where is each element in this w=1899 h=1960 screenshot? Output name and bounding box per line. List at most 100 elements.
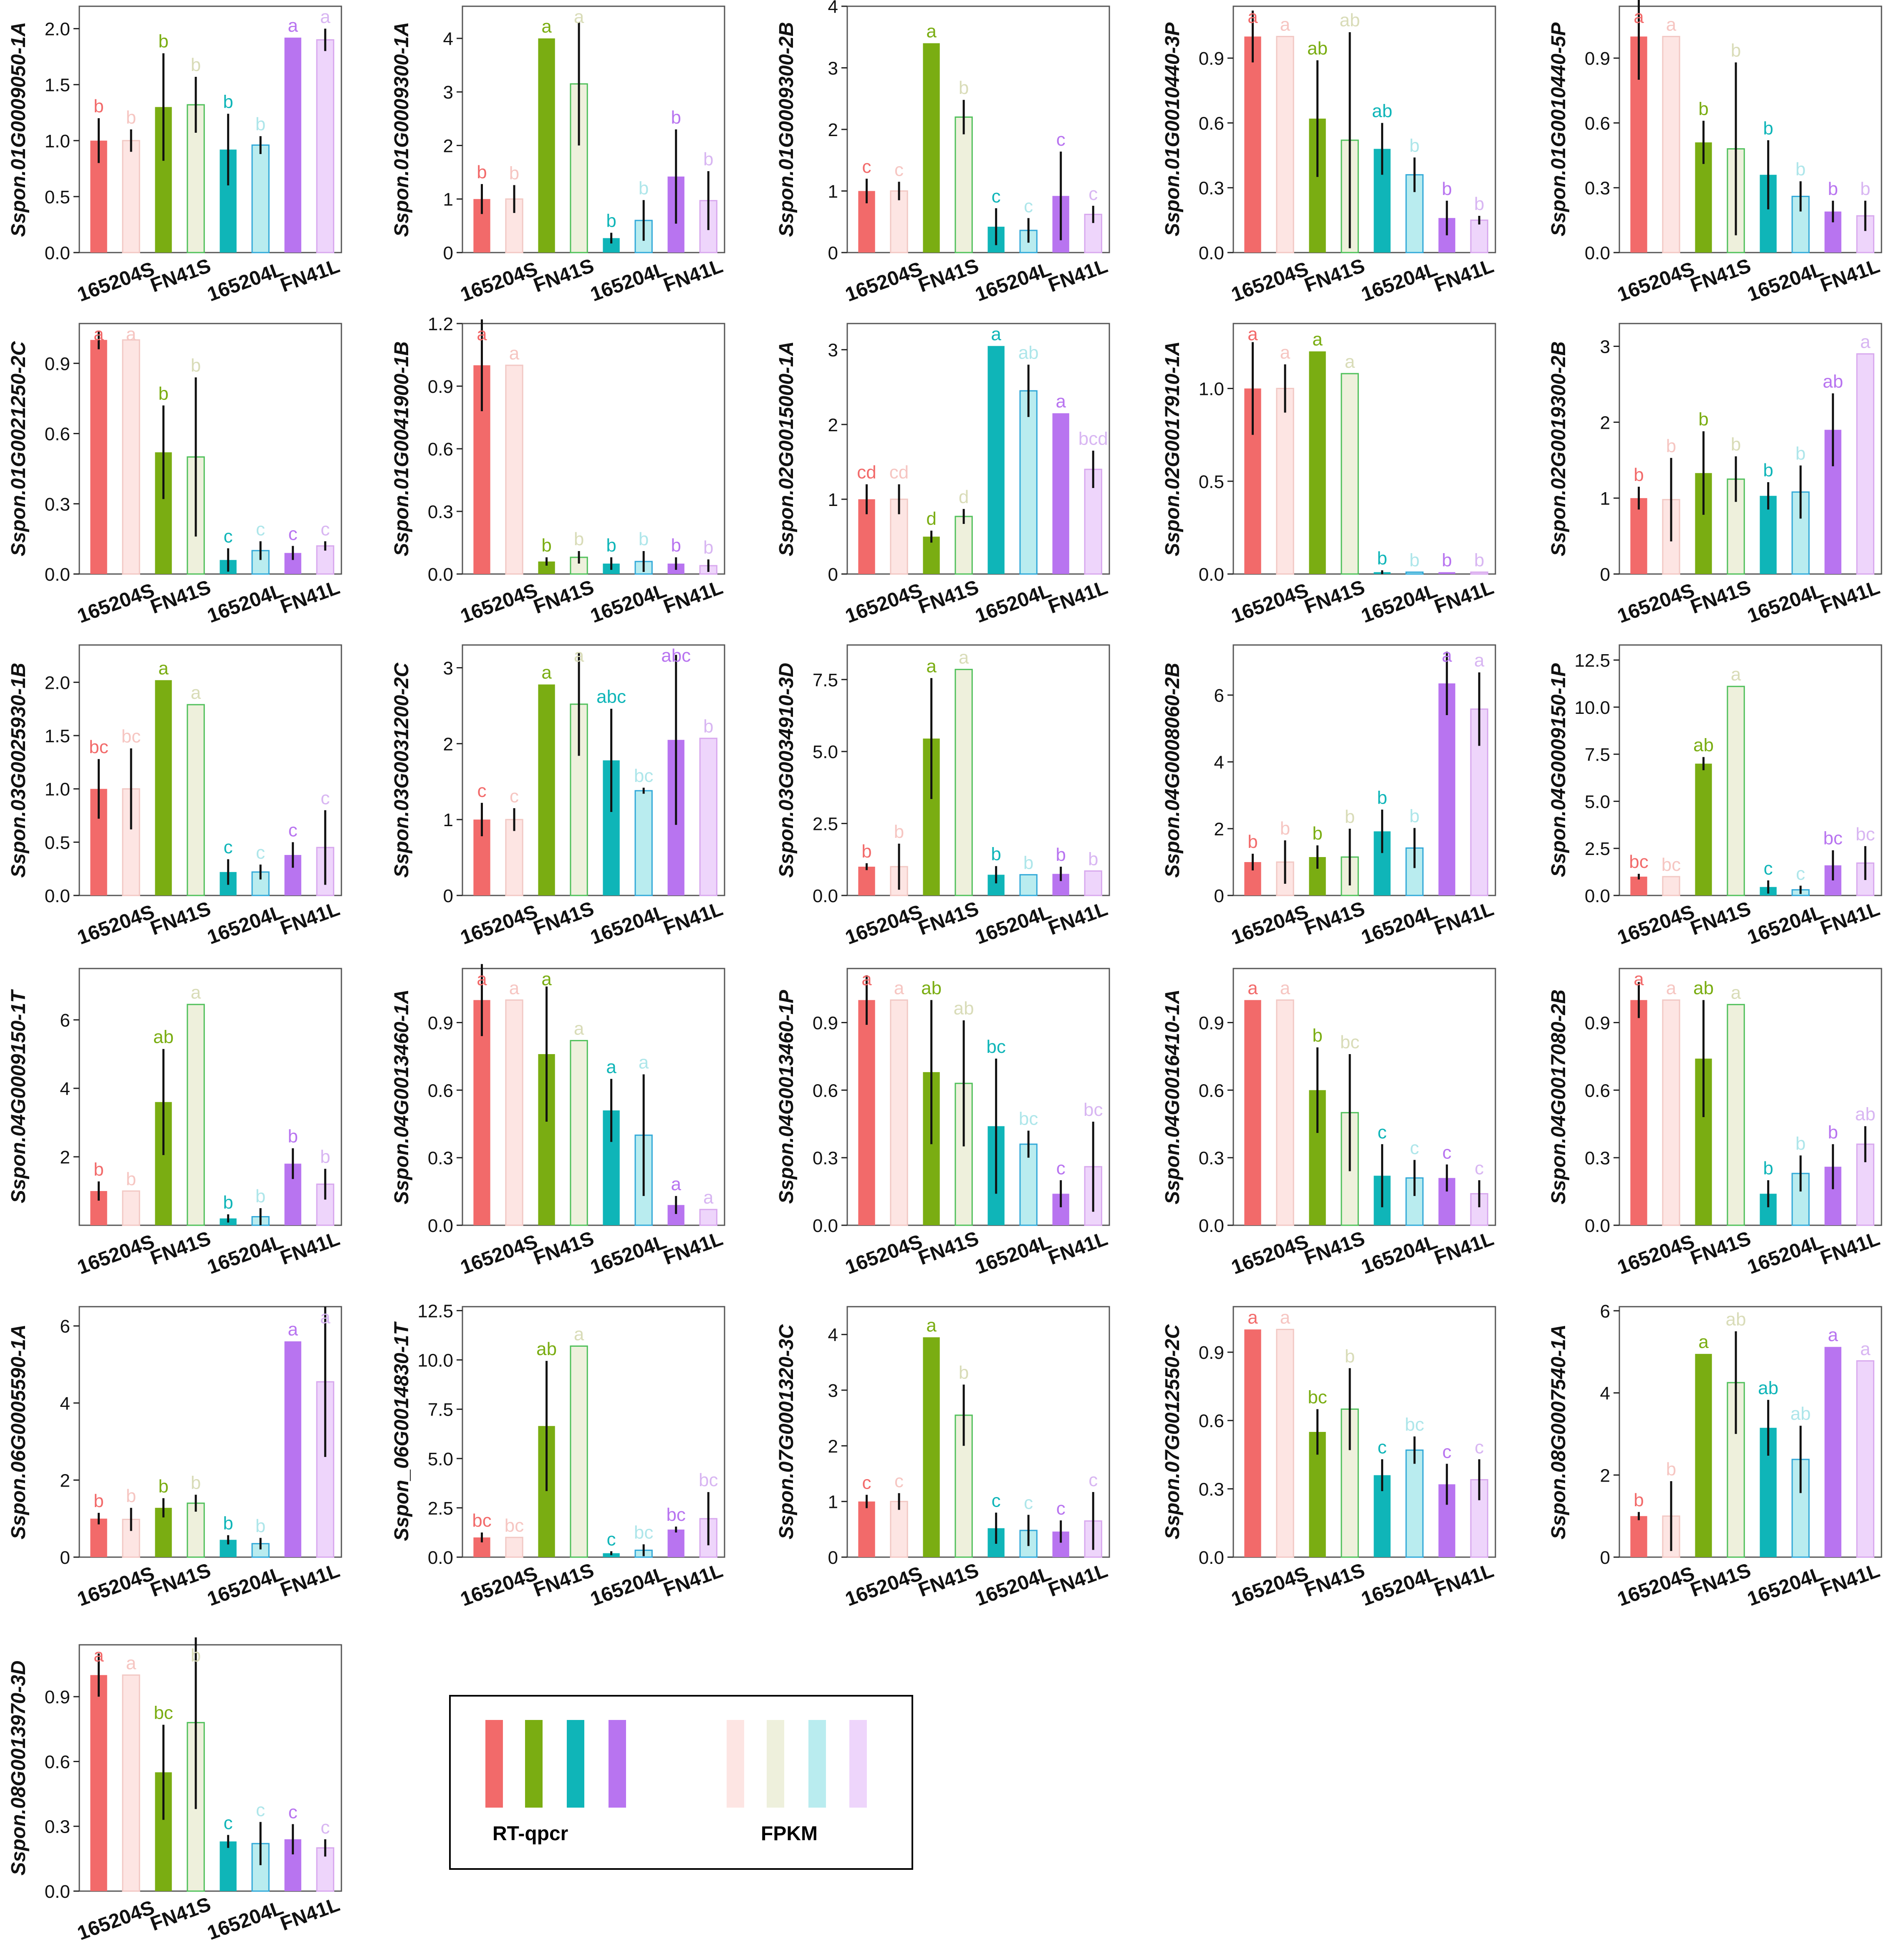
plot-frame [78, 1644, 342, 1892]
y-tick-label: 3 [828, 58, 838, 79]
y-tick-label: 3 [1600, 337, 1610, 357]
y-axis-label: Sspon.04G0009150-1T [8, 989, 30, 1203]
x-tick-label: 165204L [1745, 258, 1826, 306]
y-tick-label: 0 [443, 886, 453, 906]
x-tick-label: 165204S [842, 1231, 925, 1279]
x-tick-label: 165204S [74, 901, 157, 949]
x-tick-label: FN41S [1688, 255, 1754, 297]
y-tick-label: 0.6 [428, 1080, 453, 1101]
significance-letter: ab [1758, 1378, 1778, 1398]
x-tick-label: 165204S [1228, 1563, 1311, 1611]
y-tick-label: 3 [828, 1381, 838, 1401]
bar-fpkm [187, 1502, 205, 1558]
bar-fpkm [1662, 35, 1680, 253]
significance-letter: bc [1629, 852, 1648, 872]
y-tick-label: 0.6 [45, 424, 70, 445]
y-tick-label: 0 [828, 243, 838, 263]
x-tick-label: FN41S [1302, 1227, 1368, 1270]
chart-panel: 0.0 0.3 0.6 0.9 Sspon.01G0021250-2C a a b b c c c c 1… [8, 323, 343, 627]
bar-fpkm [570, 1040, 588, 1226]
significance-letter: c [992, 1490, 1001, 1511]
y-tick-label: 1 [1600, 488, 1610, 509]
plot-frame [462, 323, 725, 575]
x-tick-label: FN41S [1688, 1227, 1754, 1270]
y-axis-label: Sspon.07G0012550-2C [1162, 1324, 1184, 1539]
legend-swatch-qpcr [609, 1720, 626, 1808]
y-tick-label: 2.0 [45, 673, 70, 693]
significance-letter: b [639, 529, 649, 549]
legend-label-fpkm: FPKM [761, 1823, 818, 1845]
significance-letter: c [1024, 196, 1033, 216]
x-tick-label: 165204L [588, 258, 669, 306]
significance-letter: bc [121, 726, 141, 747]
significance-letter: b [1666, 1459, 1676, 1479]
bar-fpkm [1727, 685, 1745, 896]
y-tick-label: 2.5 [1585, 839, 1610, 859]
significance-letter: bc [1405, 1414, 1424, 1435]
significance-letter: a [509, 343, 520, 364]
significance-letter: bc [89, 737, 108, 757]
y-tick-label: 12.5 [417, 1301, 453, 1321]
significance-letter: b [1828, 179, 1838, 199]
x-tick-label: FN41S [531, 1227, 597, 1270]
y-tick-label: 0 [828, 564, 838, 585]
y-axis-label: Sspon.01G0010440-5P [1548, 22, 1570, 236]
x-tick-label: FN41S [1688, 1559, 1754, 1601]
significance-letter: a [158, 658, 169, 678]
bar-fpkm [1470, 219, 1488, 253]
significance-letter: ab [1726, 1309, 1746, 1330]
bar-qpcr [1244, 1329, 1261, 1557]
bar-fpkm [122, 339, 140, 575]
plot-frame [1619, 5, 1882, 253]
significance-letter: b [1828, 1122, 1838, 1143]
significance-letter: ab [1372, 101, 1392, 121]
significance-letter: b [1409, 806, 1419, 826]
y-tick-label: 0.0 [1199, 1548, 1224, 1568]
bar-qpcr [1695, 1354, 1712, 1557]
legend-swatch-fpkm [808, 1720, 826, 1808]
bar-fpkm [122, 140, 140, 253]
y-axis-label: Sspon.01G0021250-2C [8, 341, 30, 556]
significance-letter: a [574, 1019, 584, 1039]
y-tick-label: 0.6 [1199, 113, 1224, 134]
x-tick-label: FN41S [1302, 898, 1368, 940]
significance-letter: bc [986, 1037, 1005, 1057]
y-axis-label: Sspon.04G0013460-1P [775, 989, 798, 1204]
significance-letter: bc [666, 1505, 685, 1525]
y-tick-label: 0.3 [1199, 178, 1224, 199]
y-tick-label: 0.6 [813, 1080, 838, 1101]
bar-qpcr [284, 38, 301, 253]
plot-frame [1232, 644, 1496, 896]
significance-letter: b [158, 1476, 168, 1497]
bar-fpkm [1019, 390, 1038, 575]
significance-letter: b [671, 535, 681, 556]
x-tick-label: FN41L [1432, 1227, 1497, 1269]
x-tick-label: 165204L [1359, 579, 1440, 627]
significance-letter: c [321, 788, 330, 809]
y-tick-label: 0.0 [428, 1548, 453, 1568]
y-tick-label: 10.0 [417, 1351, 453, 1371]
x-tick-label: 165204L [205, 1897, 286, 1945]
significance-letter: b [1056, 845, 1066, 865]
y-tick-label: 0.5 [45, 187, 70, 207]
significance-letter: ab [954, 998, 974, 1019]
y-tick-label: 0.0 [1585, 886, 1610, 906]
y-tick-label: 0 [1214, 886, 1224, 906]
significance-letter: b [255, 1186, 265, 1206]
significance-letter: b [1795, 1133, 1806, 1154]
significance-letter: b [1474, 550, 1484, 571]
significance-letter: bcd [1078, 428, 1108, 449]
x-tick-label: 165204S [457, 1563, 540, 1611]
y-tick-label: 1 [443, 190, 453, 210]
x-tick-label: FN41L [1818, 255, 1883, 296]
y-tick-label: 0.9 [428, 377, 453, 397]
plot-frame [78, 644, 342, 896]
chart-panel: 0.0 0.3 0.6 0.9 Sspon.01G0010440-5P a a b b b b b b 1… [1548, 0, 1883, 306]
bar-fpkm [1276, 1329, 1294, 1558]
x-tick-label: 165204S [74, 1897, 157, 1945]
bar-qpcr [220, 1841, 237, 1891]
x-tick-label: FN41L [661, 1559, 726, 1601]
y-tick-label: 0.0 [813, 886, 838, 906]
bar-fpkm [1856, 353, 1874, 575]
